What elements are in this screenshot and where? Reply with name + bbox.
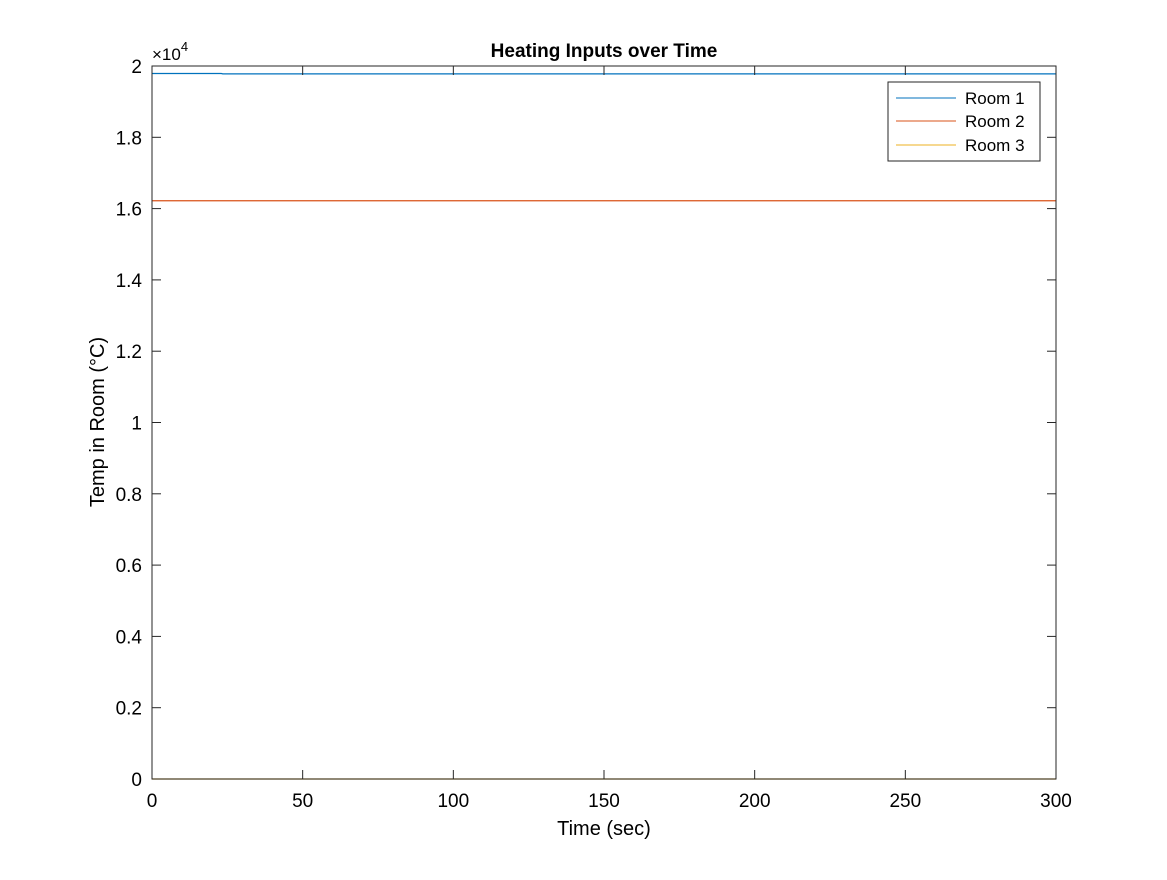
legend-label-room-1: Room 1 bbox=[965, 89, 1025, 108]
y-tick-label: 0 bbox=[131, 770, 142, 791]
x-tick-label: 50 bbox=[292, 791, 313, 812]
y-tick-label: 0.6 bbox=[116, 556, 142, 577]
y-tick-label: 0.2 bbox=[116, 699, 142, 720]
legend-label-room-2: Room 2 bbox=[965, 112, 1025, 131]
legend-label-room-3: Room 3 bbox=[965, 136, 1025, 155]
x-tick-label: 150 bbox=[588, 791, 620, 812]
x-tick-label: 0 bbox=[147, 791, 158, 812]
exponent-base: ×10 bbox=[152, 45, 181, 64]
x-tick-label: 250 bbox=[889, 791, 921, 812]
y-axis-label: Temp in Room (°C) bbox=[87, 337, 109, 507]
exponent-power: 4 bbox=[181, 39, 188, 54]
y-axis-exponent: ×104 bbox=[152, 39, 188, 64]
y-tick-label: 1.2 bbox=[116, 342, 142, 363]
x-axis-label: Time (sec) bbox=[557, 818, 651, 840]
plot-area bbox=[152, 66, 1056, 779]
chart-title: Heating Inputs over Time bbox=[491, 41, 718, 62]
y-tick-label: 1.8 bbox=[116, 128, 142, 149]
x-tick-label: 300 bbox=[1040, 791, 1072, 812]
y-tick-label: 0.8 bbox=[116, 485, 142, 506]
y-tick-label: 1 bbox=[131, 414, 142, 435]
y-tick-label: 2 bbox=[131, 57, 142, 78]
y-tick-label: 1.6 bbox=[116, 200, 142, 221]
x-tick-label: 100 bbox=[437, 791, 469, 812]
legend: Room 1 Room 2 Room 3 bbox=[888, 82, 1040, 161]
x-tick-label: 200 bbox=[739, 791, 771, 812]
y-tick-label: 1.4 bbox=[116, 271, 143, 292]
y-tick-label: 0.4 bbox=[116, 627, 143, 648]
